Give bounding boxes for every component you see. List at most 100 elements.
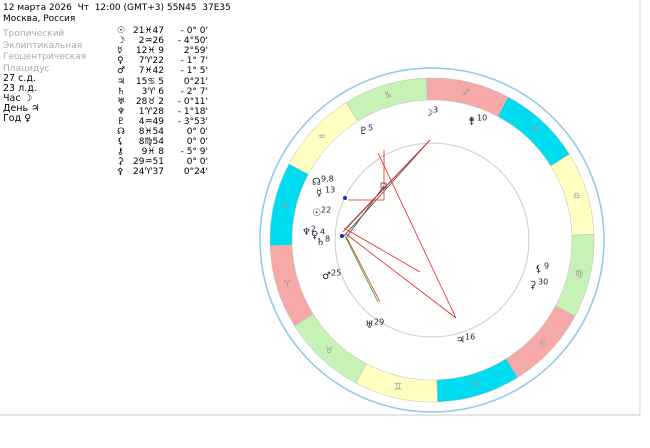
planet-degree: 4 <box>320 228 325 237</box>
zodiac-sign: ♈ <box>284 280 293 290</box>
planet-position: 3♈ 6 <box>141 86 164 97</box>
info: 27 с.д. <box>3 73 36 84</box>
setting: Геоцентрическая <box>3 52 87 62</box>
planet-position: 7♈22 <box>138 56 164 67</box>
planet-glyph: ♂ <box>117 66 126 77</box>
planet-degree: 5 <box>368 124 373 133</box>
planet-glyph: ♅ <box>117 96 126 107</box>
planet-glyph: ☉ <box>312 208 321 219</box>
planet-glyph: ♂ <box>322 271 331 282</box>
planet-glyph: ⚴ <box>117 167 124 178</box>
zodiac-sign: ♐ <box>462 88 470 98</box>
planet-declination: 0° 0' <box>186 127 208 137</box>
planet-degree: 3 <box>433 106 438 115</box>
planet-declination: 0° 0' <box>186 137 208 148</box>
planet-glyph: ⚳ <box>117 157 124 168</box>
zodiac-sign: ♍ <box>575 269 583 279</box>
planet-declination: 2°59' <box>183 46 208 57</box>
planet-declination: 0°24' <box>183 167 208 178</box>
planet-degree: 8 <box>325 235 330 244</box>
planet-declination: - 1° 7' <box>180 56 208 67</box>
planet-degree: 10 <box>477 114 487 123</box>
planet-degree: 16 <box>465 333 475 342</box>
planet-glyph: ♀ <box>117 56 124 67</box>
setting: Тропический <box>3 29 65 39</box>
planet-glyph: ♆ <box>117 106 126 117</box>
planet-position: 8♓54 <box>138 127 164 137</box>
planet-glyph: ♆ <box>302 227 311 238</box>
planet-glyph: ♄ <box>117 86 126 97</box>
planet-declination: - 0°11' <box>177 96 208 107</box>
zodiac-sign: ♌ <box>538 338 546 348</box>
zodiac-sign: ♉ <box>325 346 333 356</box>
planet-position: 12♓ 9 <box>135 46 164 57</box>
setting: Эклиптикальная <box>3 40 83 51</box>
zodiac-sign: ♊ <box>394 383 402 393</box>
planet-degree: 30 <box>538 278 548 287</box>
planet-position: 15♋ 5 <box>135 76 164 87</box>
planet-glyph: ♃ <box>117 76 126 87</box>
planet-glyph: ⚵ <box>468 116 475 127</box>
zodiac-sign: ♒ <box>318 133 326 143</box>
planet-position: 21♓47 <box>133 26 164 36</box>
planet-declination: - 2° 7' <box>180 86 208 97</box>
planet-glyph: ♇ <box>117 116 126 127</box>
planet-glyph: ♇ <box>359 126 368 137</box>
planet-position: 24♈37 <box>133 167 164 178</box>
planet-declination: - 1°18' <box>177 106 208 117</box>
planet-glyph: ☽ <box>424 108 433 119</box>
planet-glyph: ⚸ <box>535 264 542 275</box>
aspect-lines <box>340 139 457 319</box>
planet-degree: 9,8 <box>321 175 334 184</box>
planet-position: 9♓ 8 <box>141 147 164 158</box>
planet-glyph: ♅ <box>365 320 374 331</box>
planet-position: 4♒49 <box>138 116 164 127</box>
outer-circle <box>259 67 605 413</box>
planet-glyph: ☿ <box>117 46 123 57</box>
planet-degree: 25 <box>331 269 341 278</box>
planet-position: 7♓42 <box>138 66 164 77</box>
zodiac-segment <box>269 163 309 246</box>
planet-declination: 0° 0' <box>186 157 208 168</box>
planet-position: 1♈28 <box>138 106 164 117</box>
planet-glyph: ☊ <box>312 177 321 188</box>
info: Год ♀ <box>3 113 32 124</box>
planet-declination: 0°21' <box>183 76 208 87</box>
planet-declination: - 3°53' <box>177 116 208 127</box>
planet-degree: 9 <box>544 262 549 271</box>
planet-declination: - 1° 5' <box>180 66 208 77</box>
planet-degree: 29 <box>374 318 384 327</box>
zodiac-sign: ♑ <box>384 91 392 101</box>
planet-glyph: ♄ <box>316 237 325 248</box>
setting: Плацидус <box>3 63 50 74</box>
planet-position: 29♒51 <box>133 157 164 168</box>
zodiac-sign: ♓ <box>281 202 289 212</box>
planet-degree: 13 <box>325 186 335 195</box>
planet-glyph: ☊ <box>117 127 125 137</box>
info: День ♃ <box>3 103 40 114</box>
info: Час ☽ <box>3 93 33 104</box>
info: 23 л.д. <box>3 83 37 94</box>
zodiac-sign: ♋ <box>472 380 480 390</box>
place: Москва, Россия <box>3 14 76 24</box>
planet-position: 8♍54 <box>138 137 164 148</box>
zodiac-sign: ♏ <box>531 125 539 135</box>
planet-glyph: ☿ <box>316 188 322 199</box>
planet-declination: - 0° 0' <box>180 26 208 36</box>
planet-glyph: ⚷ <box>117 147 124 158</box>
planet-position: 28♉ 2 <box>135 96 164 107</box>
planet-degree: 2 <box>311 225 316 234</box>
planet-glyph: ⚸ <box>117 137 124 148</box>
planet-glyph: ⚳ <box>529 280 536 291</box>
planet-declination: - 5° 9' <box>180 147 208 158</box>
inner-circle <box>334 142 530 338</box>
planet-glyph: ☉ <box>117 26 126 36</box>
planet-glyph: ☽ <box>117 36 126 47</box>
planet-glyph: ♀ <box>311 230 318 241</box>
zodiac-sign: ♎ <box>572 191 580 201</box>
planet-glyph: ♃ <box>456 335 465 346</box>
planet-declination: - 4°50' <box>177 36 208 47</box>
planet-degree: 22 <box>321 206 331 215</box>
